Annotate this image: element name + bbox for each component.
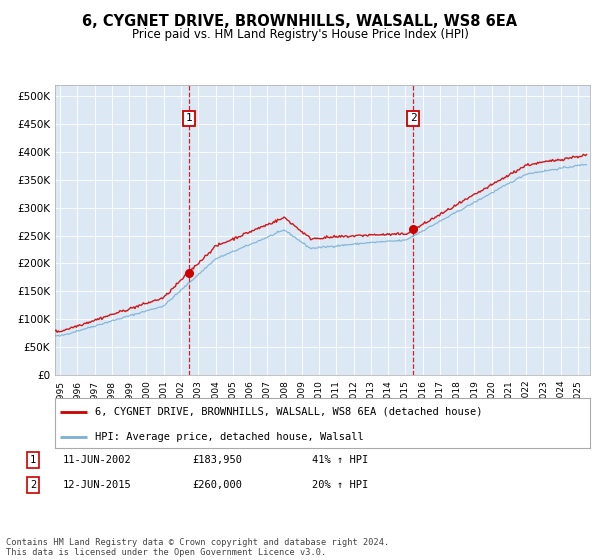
- Text: 12-JUN-2015: 12-JUN-2015: [63, 480, 132, 490]
- Text: 11-JUN-2002: 11-JUN-2002: [63, 455, 132, 465]
- Text: £260,000: £260,000: [192, 480, 242, 490]
- Text: 6, CYGNET DRIVE, BROWNHILLS, WALSALL, WS8 6EA: 6, CYGNET DRIVE, BROWNHILLS, WALSALL, WS…: [82, 14, 518, 29]
- Text: Price paid vs. HM Land Registry's House Price Index (HPI): Price paid vs. HM Land Registry's House …: [131, 28, 469, 41]
- Text: 6, CYGNET DRIVE, BROWNHILLS, WALSALL, WS8 6EA (detached house): 6, CYGNET DRIVE, BROWNHILLS, WALSALL, WS…: [95, 407, 482, 417]
- Text: 20% ↑ HPI: 20% ↑ HPI: [312, 480, 368, 490]
- Text: 2: 2: [410, 114, 416, 123]
- Text: 2: 2: [30, 480, 36, 490]
- Text: 1: 1: [30, 455, 36, 465]
- Text: HPI: Average price, detached house, Walsall: HPI: Average price, detached house, Wals…: [95, 432, 364, 442]
- Text: 41% ↑ HPI: 41% ↑ HPI: [312, 455, 368, 465]
- Text: £183,950: £183,950: [192, 455, 242, 465]
- Text: 1: 1: [185, 114, 192, 123]
- Text: Contains HM Land Registry data © Crown copyright and database right 2024.
This d: Contains HM Land Registry data © Crown c…: [6, 538, 389, 557]
